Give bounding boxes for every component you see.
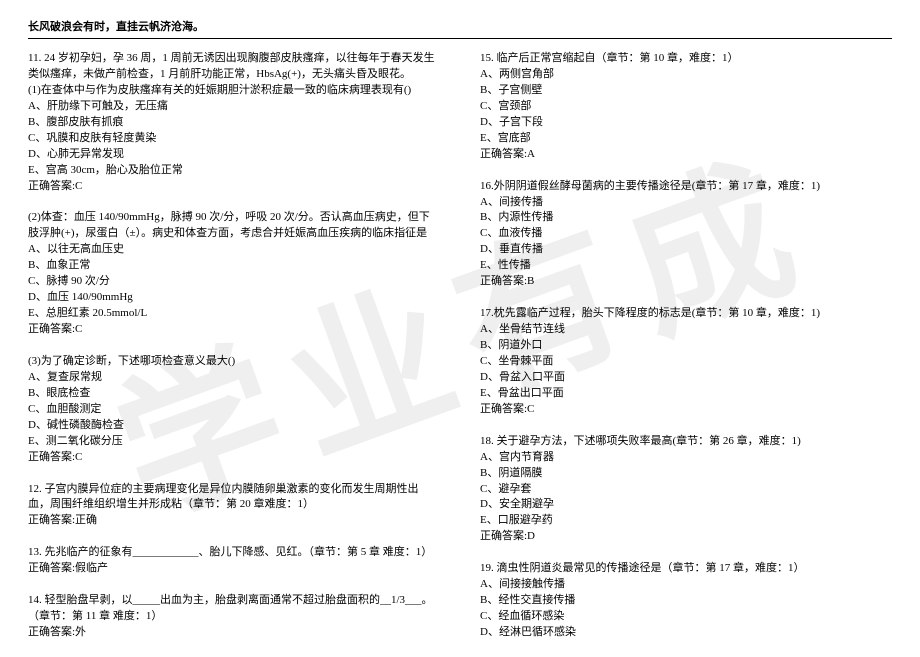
question-17: 17.枕先露临产过程，胎头下降程度的标志是(章节：第 10 章，难度：1) A、… [480,306,892,418]
question-12: 12. 子宫内膜异位症的主要病理变化是异位内膜随卵巢激素的变化而发生周期性出血，… [28,482,440,530]
option-c: C、宫颈部 [480,99,892,115]
option-a: A、两侧宫角部 [480,67,892,83]
option-e: E、口服避孕药 [480,513,892,529]
option-d: D、垂直传播 [480,242,892,258]
question-stem: 19. 滴虫性阴道炎最常见的传播途径是（章节：第 17 章，难度：1） [480,561,892,577]
option-b: B、阴道外口 [480,338,892,354]
option-d: D、骨盆入口平面 [480,370,892,386]
option-d: D、子宫下段 [480,115,892,131]
option-b: B、内源性传播 [480,210,892,226]
option-a: A、坐骨结节连线 [480,322,892,338]
option-e: E、性传播 [480,258,892,274]
option-e: E、骨盆出口平面 [480,386,892,402]
option-e: E、宫底部 [480,131,892,147]
question-stem: 15. 临产后正常宫缩起自（章节：第 10 章，难度：1） [480,51,892,67]
column-layout: 11. 24 岁初孕妇，孕 36 周，1 周前无诱因出现胸腹部皮肤瘙痒，以往每年… [28,51,892,657]
answer-text: 正确答案:假临产 [28,561,440,577]
option-a: A、肝肋缘下可触及，无压痛 [28,99,440,115]
option-c: C、经血循环感染 [480,609,892,625]
option-e: E、宫高 30cm，胎心及胎位正常 [28,163,440,179]
question-14: 14. 轻型胎盘早剥，以_____出血为主，胎盘剥离面通常不超过胎盘面积的__1… [28,593,440,641]
question-stem: 11. 24 岁初孕妇，孕 36 周，1 周前无诱因出现胸腹部皮肤瘙痒，以往每年… [28,51,440,83]
option-d: D、安全期避孕 [480,497,892,513]
option-b: B、子宫侧壁 [480,83,892,99]
answer-text: 正确答案:D [480,529,892,545]
option-c: C、避孕套 [480,482,892,498]
option-a: A、以往无高血压史 [28,242,440,258]
option-e: E、测二氧化碳分压 [28,434,440,450]
left-column: 11. 24 岁初孕妇，孕 36 周，1 周前无诱因出现胸腹部皮肤瘙痒，以往每年… [28,51,440,657]
option-e: E、总胆红素 20.5mmol/L [28,306,440,322]
right-column: 15. 临产后正常宫缩起自（章节：第 10 章，难度：1） A、两侧宫角部 B、… [480,51,892,657]
option-b: B、腹部皮肤有抓痕 [28,115,440,131]
option-d: D、心肺无异常发现 [28,147,440,163]
option-a: A、间接接触传播 [480,577,892,593]
question-13: 13. 先兆临产的征象有____________、胎儿下降感、见红。（章节：第 … [28,545,440,577]
question-substem: (1)在查体中与作为皮肤瘙痒有关的妊娠期胆汁淤积症最一致的临床病理表现有() [28,83,440,99]
question-19: 19. 滴虫性阴道炎最常见的传播途径是（章节：第 17 章，难度：1） A、间接… [480,561,892,641]
option-c: C、血胆酸测定 [28,402,440,418]
page-content: 长风破浪会有时，直挂云帆济沧海。 11. 24 岁初孕妇，孕 36 周，1 周前… [28,18,892,657]
answer-text: 正确答案:B [480,274,892,290]
question-stem: 13. 先兆临产的征象有____________、胎儿下降感、见红。（章节：第 … [28,545,440,561]
option-a: A、间接传播 [480,195,892,211]
question-stem: 12. 子宫内膜异位症的主要病理变化是异位内膜随卵巢激素的变化而发生周期性出血，… [28,482,440,514]
option-c: C、坐骨棘平面 [480,354,892,370]
question-stem: 14. 轻型胎盘早剥，以_____出血为主，胎盘剥离面通常不超过胎盘面积的__1… [28,593,440,625]
answer-text: 正确答案:C [480,402,892,418]
answer-text: 正确答案:C [28,322,440,338]
question-stem: 16.外阴阴道假丝酵母菌病的主要传播途径是(章节：第 17 章，难度：1) [480,179,892,195]
option-b: B、经性交直接传播 [480,593,892,609]
answer-text: 正确答案:C [28,450,440,466]
question-11-3: (3)为了确定诊断，下述哪项检查意义最大() A、复查尿常规 B、眼底检查 C、… [28,354,440,466]
option-a: A、宫内节育器 [480,450,892,466]
option-d: D、碱性磷酸酶检查 [28,418,440,434]
page-header: 长风破浪会有时，直挂云帆济沧海。 [28,18,892,39]
option-a: A、复查尿常规 [28,370,440,386]
option-b: B、血象正常 [28,258,440,274]
question-stem: 18. 关于避孕方法，下述哪项失败率最高(章节：第 26 章，难度：1) [480,434,892,450]
option-d: D、经淋巴循环感染 [480,625,892,641]
question-15: 15. 临产后正常宫缩起自（章节：第 10 章，难度：1） A、两侧宫角部 B、… [480,51,892,163]
answer-text: 正确答案:C [28,179,440,195]
option-d: D、血压 140/90mmHg [28,290,440,306]
question-16: 16.外阴阴道假丝酵母菌病的主要传播途径是(章节：第 17 章，难度：1) A、… [480,179,892,291]
question-stem: (3)为了确定诊断，下述哪项检查意义最大() [28,354,440,370]
question-11-1: 11. 24 岁初孕妇，孕 36 周，1 周前无诱因出现胸腹部皮肤瘙痒，以往每年… [28,51,440,194]
question-18: 18. 关于避孕方法，下述哪项失败率最高(章节：第 26 章，难度：1) A、宫… [480,434,892,546]
answer-text: 正确答案:正确 [28,513,440,529]
option-b: B、眼底检查 [28,386,440,402]
option-b: B、阴道隔膜 [480,466,892,482]
question-stem: (2)体查：血压 140/90mmHg，脉搏 90 次/分，呼吸 20 次/分。… [28,210,440,242]
question-11-2: (2)体查：血压 140/90mmHg，脉搏 90 次/分，呼吸 20 次/分。… [28,210,440,338]
option-c: C、巩膜和皮肤有轻度黄染 [28,131,440,147]
option-c: C、血液传播 [480,226,892,242]
answer-text: 正确答案:外 [28,625,440,641]
question-stem: 17.枕先露临产过程，胎头下降程度的标志是(章节：第 10 章，难度：1) [480,306,892,322]
answer-text: 正确答案:A [480,147,892,163]
option-c: C、脉搏 90 次/分 [28,274,440,290]
